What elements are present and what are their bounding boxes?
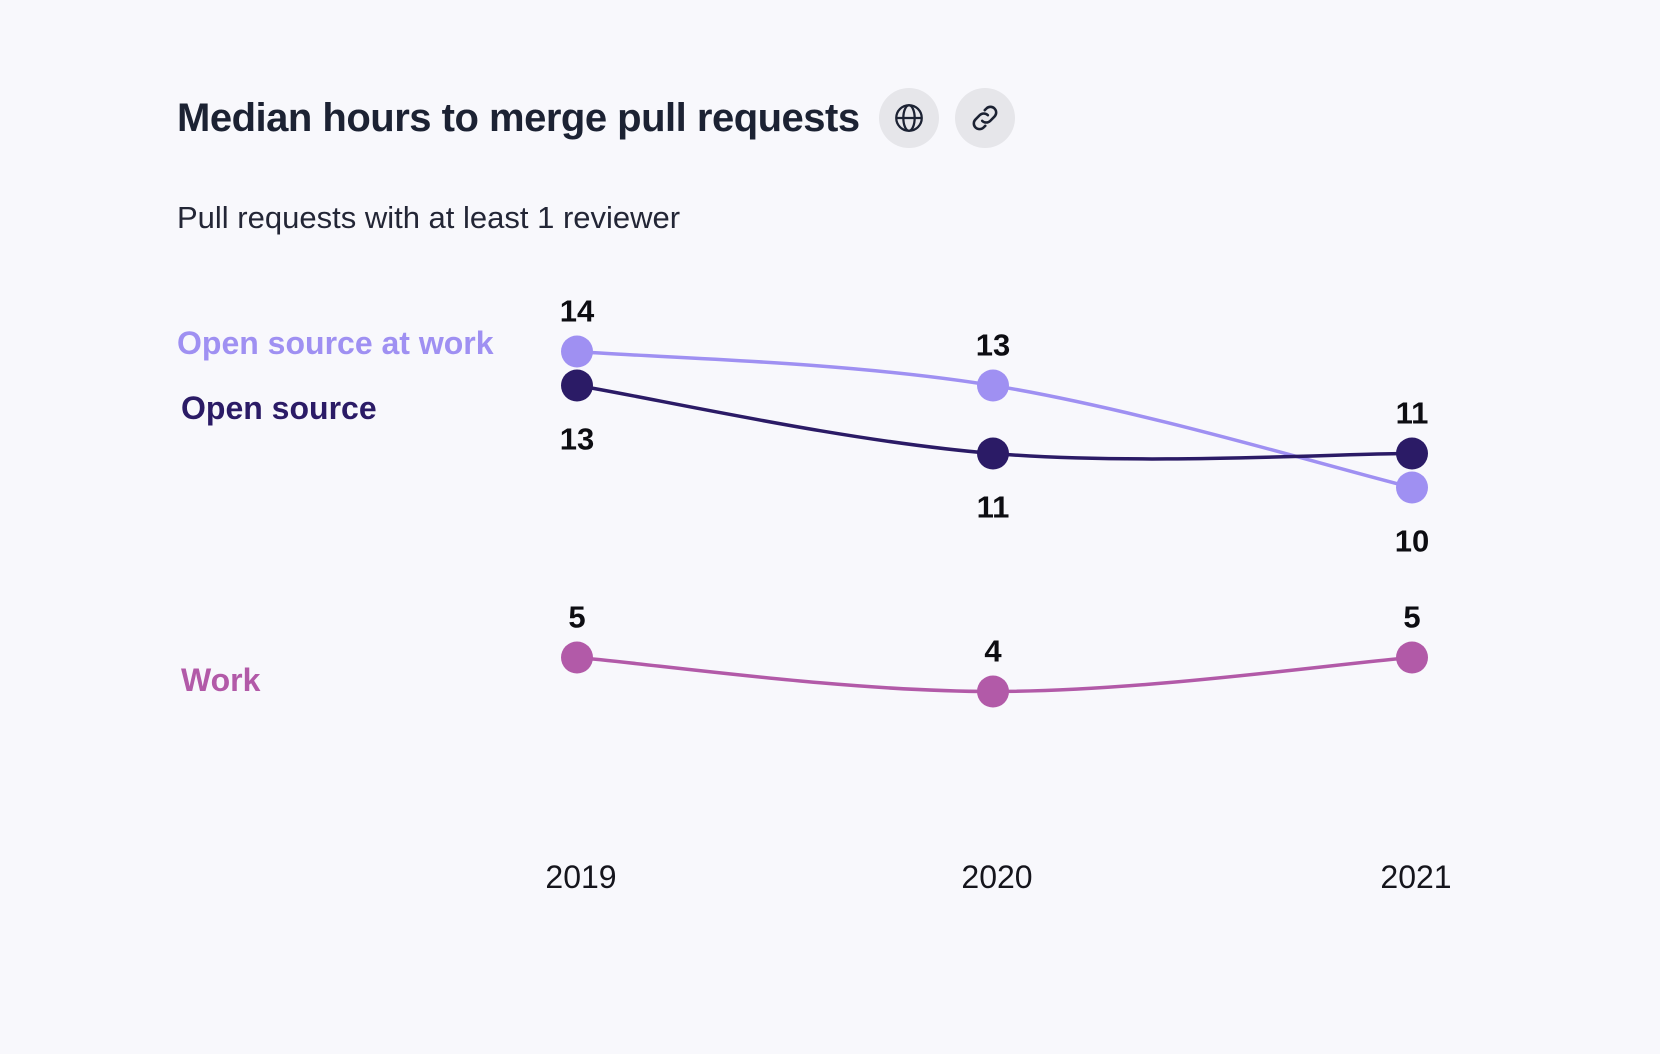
x-axis-ticks: 2019 2020 2021 <box>545 859 1451 895</box>
work-point-2021 <box>1396 641 1428 674</box>
work-point-2019 <box>561 641 593 674</box>
open-source-at-work-point-2020 <box>977 369 1009 402</box>
link-button[interactable] <box>954 88 1015 148</box>
series-name-open-source: Open source <box>181 390 377 426</box>
open-source-point-2019 <box>561 369 593 402</box>
work-value-label-2020: 4 <box>984 634 1002 669</box>
open-source-value-label-2021: 11 <box>1396 396 1429 431</box>
series-name-open-source-at-work: Open source at work <box>177 325 494 361</box>
work-point-2020 <box>977 675 1009 708</box>
open-source-at-work-point-2019 <box>561 335 593 368</box>
open-source-at-work-point-2021 <box>1396 471 1428 504</box>
x-tick-2020: 2020 <box>961 859 1032 895</box>
open-source-point-2020 <box>977 437 1009 470</box>
series-names: Open source at work Open source Work <box>177 325 494 698</box>
chart-title: Median hours to merge pull requests <box>177 95 860 140</box>
chart-header: Median hours to merge pull requests <box>177 88 1015 148</box>
open-source-at-work-value-label-2021: 10 <box>1395 524 1429 559</box>
work-value-label-2021: 5 <box>1403 600 1420 635</box>
globe-icon <box>894 104 923 132</box>
open-source-at-work-value-label-2019: 14 <box>560 294 595 329</box>
open-source-value-label-2020: 11 <box>977 490 1010 525</box>
series-points <box>561 335 1428 708</box>
link-icon <box>972 105 997 131</box>
series-name-work: Work <box>181 662 261 698</box>
value-labels: 14 13 10 13 11 11 5 4 5 <box>560 294 1429 669</box>
x-tick-2021: 2021 <box>1380 859 1451 895</box>
globe-button[interactable] <box>878 88 939 148</box>
work-value-label-2019: 5 <box>568 600 585 635</box>
open-source-at-work-value-label-2020: 13 <box>976 328 1010 363</box>
open-source-value-label-2019: 13 <box>560 422 594 457</box>
x-tick-2019: 2019 <box>545 859 616 895</box>
chart-subtitle: Pull requests with at least 1 reviewer <box>177 200 681 235</box>
open-source-point-2021 <box>1396 437 1428 470</box>
